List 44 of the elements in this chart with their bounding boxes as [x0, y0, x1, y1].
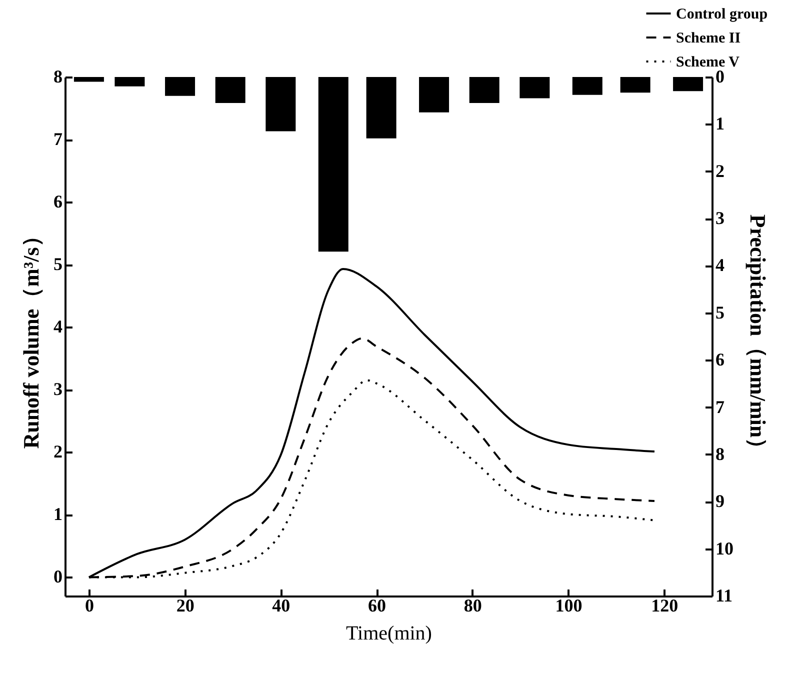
x-tick-label: 100: [555, 596, 582, 616]
y2-tick-label: 5: [716, 302, 724, 322]
legend-label: Control group: [676, 6, 768, 22]
y-tick-label: 4: [54, 316, 62, 337]
x-tick-label: 120: [651, 596, 678, 616]
y-tick-label: 1: [54, 504, 62, 524]
y2-tick-label: 3: [716, 208, 724, 228]
x-tick-label: 0: [84, 596, 94, 616]
bar: [620, 77, 650, 93]
x-tick-label: 60: [368, 596, 386, 616]
x-tick-label: 80: [464, 596, 482, 616]
y2-tick-label: 6: [716, 350, 724, 370]
x-axis-title: Time(min): [346, 622, 432, 644]
bar: [266, 77, 296, 132]
y2-tick-label: 10: [716, 538, 734, 558]
y-tick-label: 6: [54, 192, 62, 212]
bar: [165, 77, 196, 96]
y2-tick-label: 4: [716, 255, 724, 276]
y2-tick-label: 8: [716, 444, 724, 464]
y-tick-label: 8: [54, 66, 62, 86]
y-tick-label: 7: [54, 129, 62, 150]
y-tick-label: 3: [54, 379, 62, 400]
y2-tick-label: 7: [716, 396, 724, 417]
bar: [366, 77, 396, 138]
bar: [673, 77, 704, 92]
bar: [114, 77, 145, 86]
y-tick-label: 5: [54, 254, 62, 274]
bar: [469, 77, 500, 103]
y-tick-label: 0: [54, 566, 62, 587]
legend-label: Scheme II: [676, 30, 741, 46]
bar: [215, 77, 246, 103]
y-axis-title: Runoff volume（m³/s）: [18, 225, 44, 449]
y2-tick-label: 9: [716, 491, 724, 512]
y2-tick-label: 1: [716, 114, 724, 134]
y2-tick-label: 11: [716, 586, 733, 606]
x-tick-label: 20: [176, 596, 194, 616]
bar: [318, 77, 348, 252]
bar: [572, 77, 602, 95]
y2-tick-label: 2: [716, 160, 724, 181]
x-tick-label: 40: [272, 596, 290, 616]
y2-axis-title: Precipitation（mm/min）: [746, 214, 770, 460]
bar: [419, 77, 450, 112]
y-tick-label: 2: [54, 442, 62, 462]
bar: [520, 77, 550, 98]
